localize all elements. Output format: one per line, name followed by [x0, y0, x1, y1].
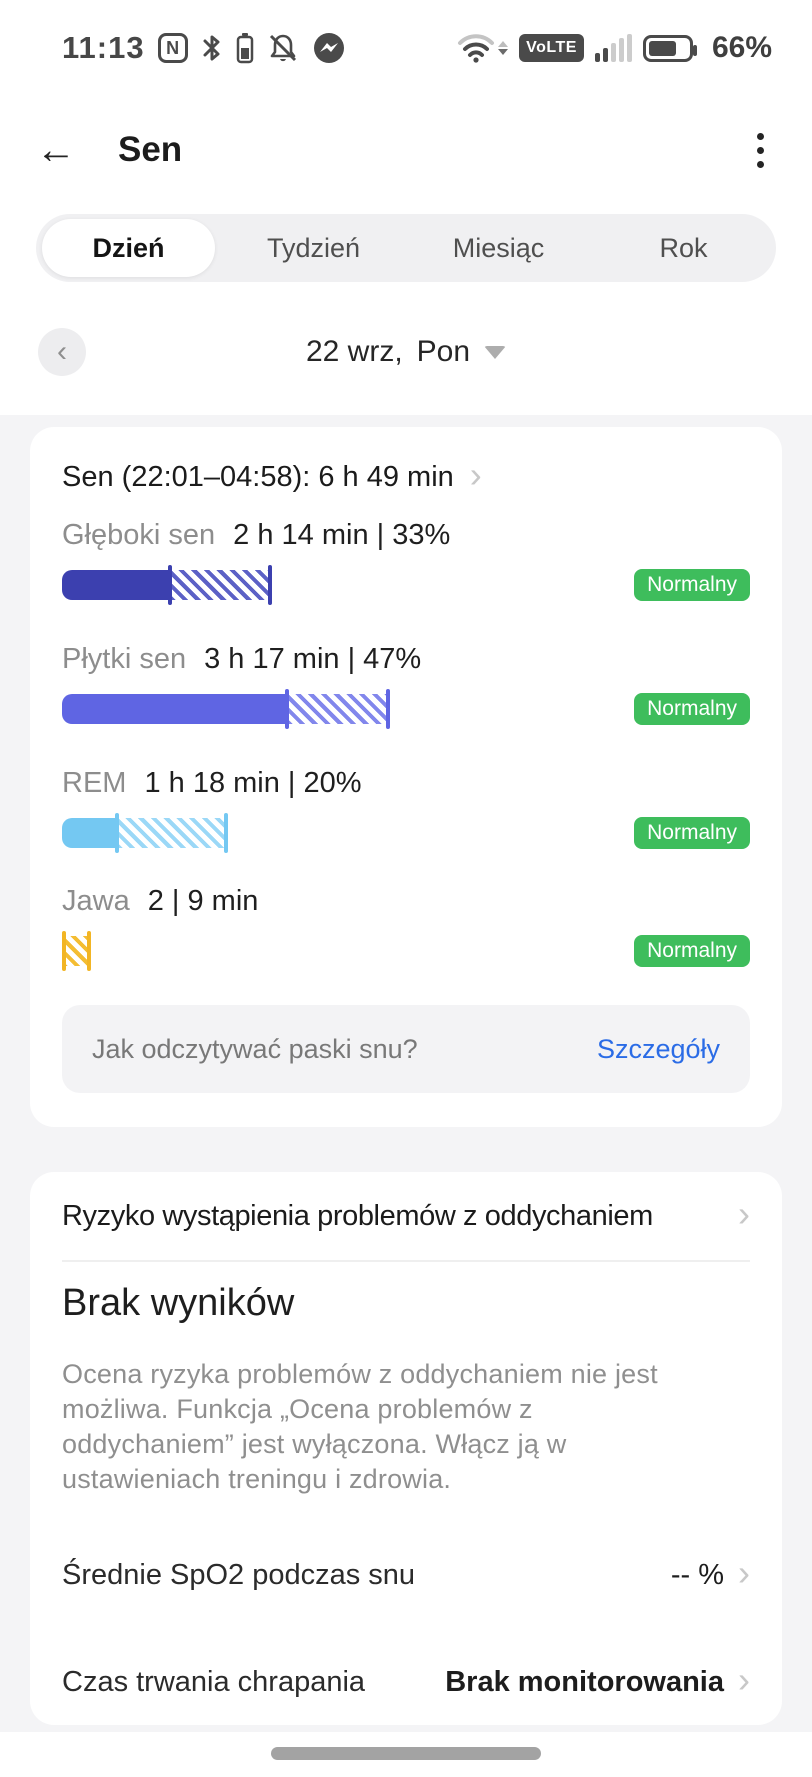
status-badge: Normalny [634, 817, 750, 849]
spo2-row[interactable]: Średnie SpO2 podczas snu -- % › [62, 1547, 750, 1603]
bar-cap-end [268, 565, 272, 605]
bar-cap-end [87, 931, 91, 971]
page-title: Sen [118, 130, 183, 169]
status-badge: Normalny [634, 693, 750, 725]
date-selector[interactable]: 22 wrz, Pon [0, 328, 812, 376]
stage-value: 2 | 9 min [147, 885, 259, 917]
bar-cap-start [285, 689, 289, 729]
bar-hatch [62, 936, 89, 966]
divider [62, 1260, 750, 1262]
home-indicator[interactable] [271, 1747, 541, 1760]
stage-rem-sleep: REM 1 h 18 min | 20% Normalny [62, 767, 750, 885]
bar-cap-start [115, 813, 119, 853]
bar-solid [62, 694, 287, 724]
clock: 11:13 [62, 30, 145, 65]
signal-bars-icon [594, 34, 632, 62]
device-battery-icon [236, 32, 254, 64]
bar-solid [62, 818, 117, 848]
chevron-right-icon: › [469, 454, 482, 495]
chevron-right-icon: › [738, 1659, 750, 1700]
status-bar: 11:13 N VoLTE 66% [0, 22, 812, 74]
stage-bar [62, 689, 622, 729]
tab-year[interactable]: Rok [659, 232, 708, 263]
snoring-value: Brak monitorowania [445, 1665, 724, 1698]
stage-value: 1 h 18 min | 20% [144, 767, 362, 799]
back-button[interactable]: ← [36, 128, 76, 172]
snoring-row[interactable]: Czas trwania chrapania Brak monitorowani… [62, 1654, 750, 1710]
bar-hatch [170, 570, 270, 600]
stage-bar [62, 931, 622, 971]
sleep-summary-card: Sen (22:01–04:58): 6 h 49 min › Głęboki … [30, 427, 782, 1127]
sleep-detail-link[interactable]: Sen (22:01–04:58): 6 h 49 min › [62, 457, 750, 497]
stage-deep-sleep: Głęboki sen 2 h 14 min | 33% Normalny [62, 519, 750, 637]
tab-week[interactable]: Tydzień [266, 232, 361, 263]
bar-solid [62, 570, 170, 600]
selected-tab-pill [42, 219, 215, 277]
chevron-right-icon: › [738, 1552, 750, 1593]
day-label: Pon [416, 335, 471, 368]
breathing-card-title: Ryzyko wystąpienia problemów z oddychani… [62, 1199, 653, 1232]
stage-bar [62, 565, 622, 605]
spo2-label: Średnie SpO2 podczas snu [62, 1558, 416, 1591]
bar-hatch [117, 818, 226, 848]
stage-label: REM [62, 767, 127, 799]
notifications-muted-icon [267, 32, 299, 64]
volte-badge: VoLTE [519, 34, 584, 62]
breathing-risk-link[interactable]: Ryzyko wystąpienia problemów z oddychani… [62, 1172, 750, 1260]
breathing-risk-card: Ryzyko wystąpienia problemów z oddychani… [30, 1172, 782, 1725]
sleep-bars-help-row: Jak odczytywać paski snu? Szczegóły [62, 1005, 750, 1093]
overflow-menu-button[interactable] [757, 132, 764, 168]
snoring-label: Czas trwania chrapania [62, 1665, 366, 1698]
stage-value: 3 h 17 min | 47% [204, 643, 422, 675]
tab-day[interactable]: Dzień [92, 232, 165, 263]
help-question: Jak odczytywać paski snu? [92, 1033, 418, 1064]
tab-month[interactable]: Miesiąc [452, 232, 545, 263]
date-label: 22 wrz, [305, 335, 403, 368]
stage-label: Płytki sen [62, 643, 187, 675]
period-tabs: Dzień Tydzień Miesiąc Rok [36, 214, 776, 282]
bar-cap-end [224, 813, 228, 853]
battery-percent: 66% [711, 31, 772, 64]
app-header: ← Sen [0, 118, 812, 182]
battery-icon [642, 34, 697, 62]
sleep-card-title: Sen (22:01–04:58): 6 h 49 min [62, 460, 454, 493]
previous-day-button[interactable]: ‹ [38, 328, 86, 376]
wifi-icon [456, 32, 509, 64]
no-results-heading: Brak wyników [62, 1282, 295, 1324]
status-badge: Normalny [634, 935, 750, 967]
date-nav: ‹ 22 wrz, Pon [0, 328, 812, 377]
stage-value: 2 h 14 min | 33% [233, 519, 451, 551]
stage-label: Jawa [62, 885, 130, 917]
bar-hatch [287, 694, 388, 724]
stage-awake: Jawa 2 | 9 min Normalny [62, 885, 750, 1003]
bluetooth-icon [201, 32, 223, 64]
stage-light-sleep: Płytki sen 3 h 17 min | 47% Normalny [62, 643, 750, 761]
chevron-right-icon: › [738, 1193, 750, 1234]
no-results-description: Ocena ryzyka problemów z oddychaniem nie… [62, 1359, 658, 1494]
spo2-value: -- % [670, 1558, 724, 1591]
bar-cap-end [386, 689, 390, 729]
stage-label: Głęboki sen [62, 519, 216, 551]
wifi-traffic-arrows [498, 41, 509, 55]
bar-cap-start [62, 931, 66, 971]
stage-bar [62, 813, 622, 853]
details-link[interactable]: Szczegóły [596, 1033, 720, 1064]
date-dropdown-caret [484, 345, 507, 359]
messenger-icon [312, 31, 346, 65]
nfc-icon: N [157, 33, 188, 63]
bar-cap-start [168, 565, 172, 605]
status-badge: Normalny [634, 569, 750, 601]
